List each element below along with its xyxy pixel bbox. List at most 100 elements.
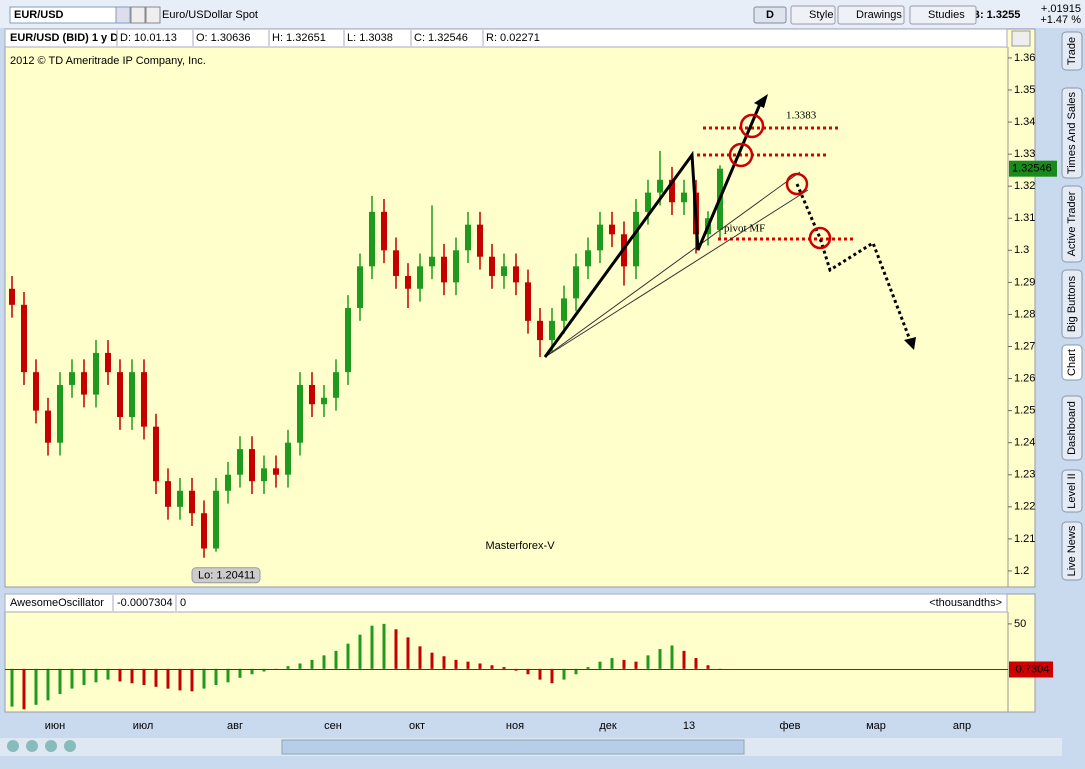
sidebar-tab[interactable] — [1061, 31, 1083, 71]
oscillator-bar — [334, 650, 338, 669]
candle-body — [561, 298, 567, 321]
oscillator-bar — [406, 637, 410, 669]
hash-button[interactable] — [145, 6, 161, 24]
y-tick-label: 1.31 — [1014, 212, 1035, 224]
oscillator-value: -0.0007304 — [117, 597, 173, 609]
x-axis-label: дек — [599, 720, 617, 732]
change: +.01915 — [1041, 3, 1081, 15]
candle-body — [213, 490, 219, 549]
sidebar-tab[interactable] — [1061, 395, 1083, 461]
pan-button[interactable] — [7, 740, 19, 752]
sidebar-tab[interactable] — [1061, 185, 1083, 263]
candle-body — [177, 490, 183, 507]
candle-body — [609, 224, 615, 235]
scrollbar-thumb[interactable] — [281, 739, 745, 755]
candle-body — [309, 384, 315, 405]
oscillator-bar — [46, 668, 50, 701]
oscillator-bar — [490, 665, 494, 669]
color-button[interactable] — [130, 6, 146, 24]
candle-body — [513, 266, 519, 283]
oscillator-bar — [562, 668, 566, 680]
info-field: L: 1.3038 — [347, 32, 393, 44]
x-axis-label: мар — [866, 720, 886, 732]
y-tick-label: 1.3 — [1014, 244, 1029, 256]
dropdown[interactable] — [115, 6, 131, 24]
zoom-in[interactable] — [26, 740, 38, 752]
oscillator-bar — [694, 658, 698, 669]
sidebar-tab[interactable] — [1061, 521, 1083, 581]
oscillator-bar — [586, 667, 590, 669]
oscillator-bar — [238, 668, 242, 678]
toolbar-button[interactable] — [790, 5, 836, 25]
info-bar — [4, 28, 1008, 48]
period-button[interactable] — [753, 6, 787, 24]
candle-body — [657, 179, 663, 193]
candle-body — [81, 372, 87, 395]
trend-line — [544, 171, 801, 358]
y-tick-label: 1.27 — [1014, 340, 1035, 352]
trend-line — [544, 189, 809, 358]
x-axis-label: июл — [133, 720, 154, 732]
arrow-head — [904, 337, 916, 350]
x-axis-label: фев — [779, 720, 800, 732]
candle-body — [189, 490, 195, 514]
last-price-box — [1009, 160, 1057, 177]
oscillator-bar — [286, 666, 290, 669]
bid: B: 1.3255 — [972, 9, 1020, 21]
circle-mark — [785, 172, 809, 196]
oscillator-bar — [622, 659, 626, 669]
oscillator-name: AwesomeOscillator — [10, 597, 104, 609]
oscillator-bar — [502, 667, 506, 669]
oscillator-bar — [82, 668, 86, 686]
candle-body — [105, 352, 111, 373]
toolbar-button-label: Drawings — [856, 9, 902, 21]
x-axis-label: сен — [324, 720, 342, 732]
candle-body — [357, 266, 363, 309]
candle-body — [393, 250, 399, 276]
current-label: -0.7304 — [1012, 663, 1049, 675]
oscillator-bar — [478, 663, 482, 669]
candle-body — [573, 266, 579, 299]
oscillator-bar — [550, 668, 554, 684]
oscillator-bar — [250, 668, 254, 675]
candle-body — [249, 449, 255, 482]
oscillator-bar — [526, 668, 530, 675]
sidebar-tab-label: Big Buttons — [1066, 275, 1078, 332]
oscillator-bar — [382, 623, 386, 669]
oscillator-bar — [394, 629, 398, 669]
candle-body — [345, 308, 351, 373]
candle-body — [69, 372, 75, 385]
candle-body — [57, 384, 63, 443]
sidebar-tab[interactable] — [1061, 344, 1083, 381]
oscillator-bar — [598, 661, 602, 669]
y-tick-label: 1.26 — [1014, 372, 1035, 384]
y-tick-label: 1.36 — [1014, 52, 1035, 64]
sidebar-tab[interactable] — [1061, 269, 1083, 339]
pane-button[interactable] — [1011, 30, 1031, 47]
x-axis-label: апр — [953, 720, 971, 732]
sidebar-tab[interactable] — [1061, 469, 1083, 513]
candle-body — [633, 211, 639, 267]
candle-body — [537, 320, 543, 341]
toolbar-button[interactable] — [837, 5, 905, 25]
zoom-out[interactable] — [45, 740, 57, 752]
candle-body — [225, 474, 231, 491]
info-field: H: 1.32651 — [272, 32, 326, 44]
oscillator-bar — [70, 668, 74, 689]
oscillator-bar — [202, 668, 206, 689]
drawings — [543, 94, 916, 358]
oscillator-bar — [430, 652, 434, 669]
y-tick-label: 1.33 — [1014, 148, 1035, 160]
info-field: R: 0.02271 — [486, 32, 540, 44]
sidebar-tab-label: Dashboard — [1066, 401, 1078, 455]
candle-body — [165, 481, 171, 507]
oscillator-bar — [610, 658, 614, 669]
hand-tool[interactable] — [64, 740, 76, 752]
oscillator-bar — [634, 661, 638, 669]
toolbar-button[interactable] — [909, 5, 977, 25]
oscillator-bar — [322, 655, 326, 669]
sidebar-tab[interactable] — [1061, 87, 1083, 179]
candle-body — [489, 256, 495, 276]
oscillator-bar — [646, 655, 650, 669]
circle-mark — [739, 113, 765, 139]
